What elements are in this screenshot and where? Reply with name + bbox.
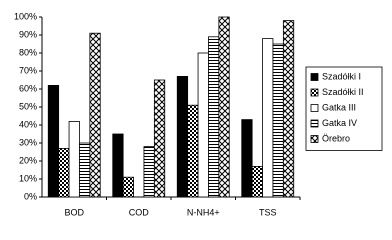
y-tick-label: 30%: [19, 137, 37, 147]
y-tick-label: 20%: [19, 155, 37, 165]
bar: [79, 142, 91, 198]
bar: [153, 79, 166, 198]
bar: [89, 32, 101, 198]
y-tick-label: 70%: [19, 65, 37, 75]
bar: [241, 119, 253, 198]
bar: [272, 43, 284, 198]
bar: [187, 104, 199, 198]
x-tick-label: COD: [129, 207, 150, 217]
x-tick-label: BOD: [64, 207, 84, 217]
bar: [208, 36, 220, 198]
bar: [282, 20, 295, 198]
x-tick-label: N-NH4+: [187, 207, 220, 217]
x-tick-label: TSS: [259, 207, 277, 217]
y-tick-label: 60%: [19, 83, 37, 93]
bar: [112, 133, 124, 198]
bar: [47, 85, 60, 198]
bar: [251, 165, 263, 198]
legend-label: Örebro: [322, 133, 350, 143]
legend-box: [305, 66, 383, 151]
bar: [58, 147, 70, 198]
y-tick-label: 50%: [19, 101, 37, 111]
chart: 0% 10% 20% 30% 40% 50% 60% 70% 80% 90% 100% BOD COD N…: [14, 11, 383, 217]
y-tick-label: 90%: [19, 29, 37, 39]
legend-label: Gatka III: [322, 102, 356, 112]
legend-label: Szadółki I: [322, 71, 361, 81]
legend-label: Szadółki II: [322, 87, 364, 97]
bar: [143, 146, 155, 198]
legend-swatch: [310, 104, 319, 112]
bar: [176, 76, 189, 198]
bar: [218, 16, 230, 198]
legend-swatch: [310, 88, 319, 97]
bar: [68, 121, 80, 198]
legend-swatch: [310, 135, 319, 143]
bar: [122, 176, 134, 198]
bar: [262, 38, 274, 198]
legend-label: Gatka IV: [322, 118, 357, 128]
y-tick-label: 80%: [19, 47, 37, 57]
bar: [197, 52, 209, 198]
y-tick-label: 0%: [24, 191, 37, 201]
y-tick-label: 40%: [19, 119, 37, 129]
y-tick-label: 10%: [19, 173, 37, 183]
legend-swatch: [310, 73, 319, 81]
legend-swatch: [310, 119, 319, 128]
y-tick-label: 100%: [14, 11, 37, 21]
